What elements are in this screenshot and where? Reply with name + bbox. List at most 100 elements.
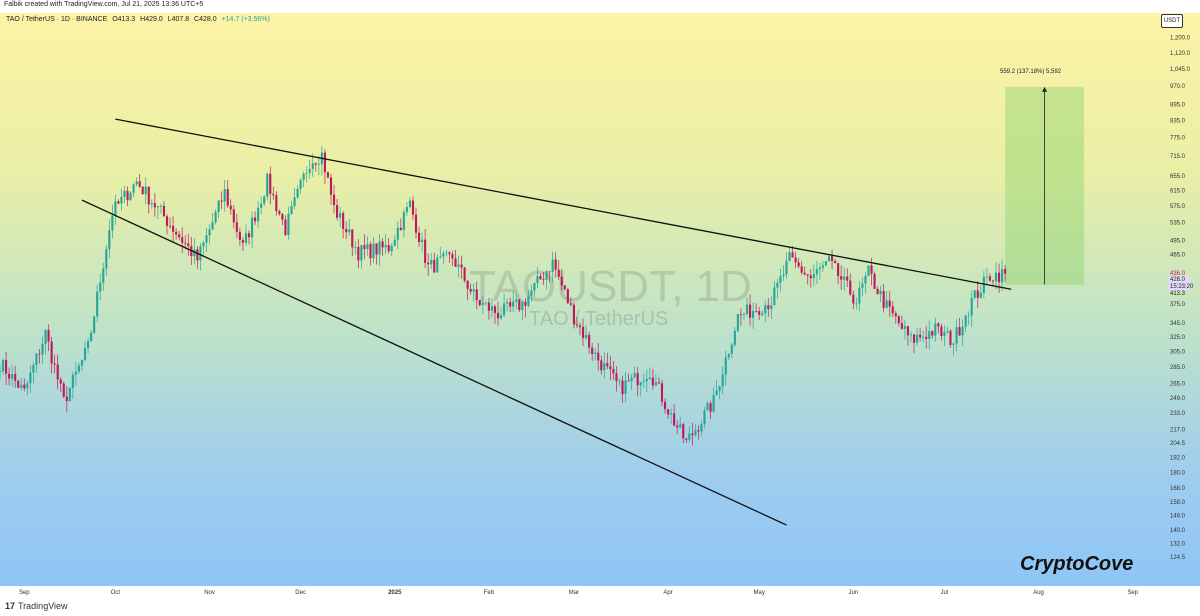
candle-body xyxy=(220,200,223,202)
candle-body xyxy=(238,231,241,241)
candle-body xyxy=(254,217,257,222)
candle-body xyxy=(47,330,50,342)
candle-body xyxy=(603,363,606,371)
candle-body xyxy=(354,246,357,248)
candle-body xyxy=(129,192,132,201)
candle-body xyxy=(645,379,648,382)
candle-body xyxy=(888,300,891,307)
candle-body xyxy=(132,184,135,193)
candle-body xyxy=(928,331,931,339)
candle-body xyxy=(402,212,405,230)
candle-body xyxy=(648,377,651,380)
candle-body xyxy=(226,189,229,206)
lower-trendline[interactable] xyxy=(81,199,787,526)
candle-body xyxy=(943,332,946,336)
candle-body xyxy=(50,341,53,364)
candle-body xyxy=(667,409,670,415)
price-tick-label: 325.0 xyxy=(1170,335,1186,341)
projection-arrow-head xyxy=(1042,86,1048,92)
candle-body xyxy=(260,203,263,208)
candle-body xyxy=(788,252,791,261)
symbol-name[interactable]: TAO / TetherUS · 1D · BINANCE xyxy=(6,16,108,23)
candle-body xyxy=(62,383,65,397)
upper-trendline[interactable] xyxy=(115,118,1012,290)
candle-body xyxy=(439,256,442,258)
candle-body xyxy=(585,335,588,338)
tradingview-logo-text: TradingView xyxy=(18,601,68,611)
time-axis[interactable]: Sep Oct Nov Dec 2025 Feb Mar Apr May Jun Jul Aug Sep xyxy=(19,590,1139,596)
price-axis[interactable]: 1,200.0 1,120.0 1,045.0 970.0 895.0 835.0 775.… xyxy=(1170,35,1191,560)
candle-body xyxy=(499,315,503,319)
candle-body xyxy=(29,372,32,384)
candle-body xyxy=(934,323,937,336)
candle-body xyxy=(621,380,624,395)
candle-body xyxy=(384,245,387,248)
candle-body xyxy=(472,289,475,292)
candle-body xyxy=(688,433,691,440)
candle-body xyxy=(235,222,238,232)
candle-body xyxy=(533,282,536,291)
candle-body xyxy=(138,181,141,187)
price-tick-label: 158.0 xyxy=(1170,500,1186,506)
candle-body xyxy=(369,244,372,259)
candle-body xyxy=(411,200,415,215)
candle-body xyxy=(539,276,542,280)
price-tick-label: 180.0 xyxy=(1170,470,1186,476)
candle-body xyxy=(806,274,809,276)
candle-body xyxy=(952,343,955,345)
candle-body xyxy=(153,203,156,208)
candle-body xyxy=(706,403,709,411)
candle-body xyxy=(290,205,293,214)
candle-body xyxy=(466,280,469,289)
candle-body xyxy=(442,253,445,257)
candle-body xyxy=(23,384,26,389)
candle-body xyxy=(542,279,545,281)
candle-body xyxy=(512,301,515,307)
candle-body xyxy=(597,352,600,361)
time-tick-label: Sep xyxy=(1127,590,1138,596)
candle-body xyxy=(949,330,952,345)
candle-body xyxy=(633,373,636,378)
candle-body xyxy=(205,235,208,243)
candle-body xyxy=(821,265,824,268)
currency-badge[interactable]: USDT xyxy=(1161,14,1183,28)
candle-body xyxy=(90,332,93,342)
candle-body xyxy=(940,326,943,336)
candle-body xyxy=(302,173,305,181)
candle-body xyxy=(506,302,509,304)
time-tick-label: Oct xyxy=(111,590,121,596)
candle-body xyxy=(867,265,870,276)
candle-body xyxy=(108,230,111,250)
candle-body xyxy=(764,305,767,314)
candle-body xyxy=(922,336,925,338)
candle-body xyxy=(147,186,150,205)
price-tick-label: 217.0 xyxy=(1170,427,1186,433)
price-tick-label: 575.0 xyxy=(1170,204,1186,210)
candle-body xyxy=(123,190,126,197)
candle-body xyxy=(660,383,664,402)
candle-body xyxy=(964,315,967,327)
candle-body xyxy=(44,330,47,344)
candle-body xyxy=(931,331,934,336)
price-tag-level-b: 413.3 xyxy=(1170,291,1186,297)
candle-body xyxy=(175,231,178,235)
symbol-legend: TAO / TetherUS · 1D · BINANCE O413.3 H42… xyxy=(6,16,273,23)
candle-body xyxy=(421,239,424,243)
candle-body xyxy=(736,314,739,331)
candle-body xyxy=(976,290,979,298)
candle-body xyxy=(1,359,5,372)
candle-body xyxy=(591,347,594,354)
candle-body xyxy=(654,382,657,386)
pair-watermark: TAO / TetherUS xyxy=(529,308,669,330)
candle-body xyxy=(755,310,758,312)
price-tick-label: 655.0 xyxy=(1170,174,1186,180)
candle-body xyxy=(715,390,718,395)
chart-attribution: Falbik created with TradingView.com, Jul… xyxy=(4,1,204,8)
candle-body xyxy=(991,280,995,282)
candle-body xyxy=(733,330,736,345)
candle-body xyxy=(794,257,797,263)
candle-body xyxy=(445,252,448,254)
candle-body xyxy=(184,242,187,244)
candle-body xyxy=(38,353,41,355)
